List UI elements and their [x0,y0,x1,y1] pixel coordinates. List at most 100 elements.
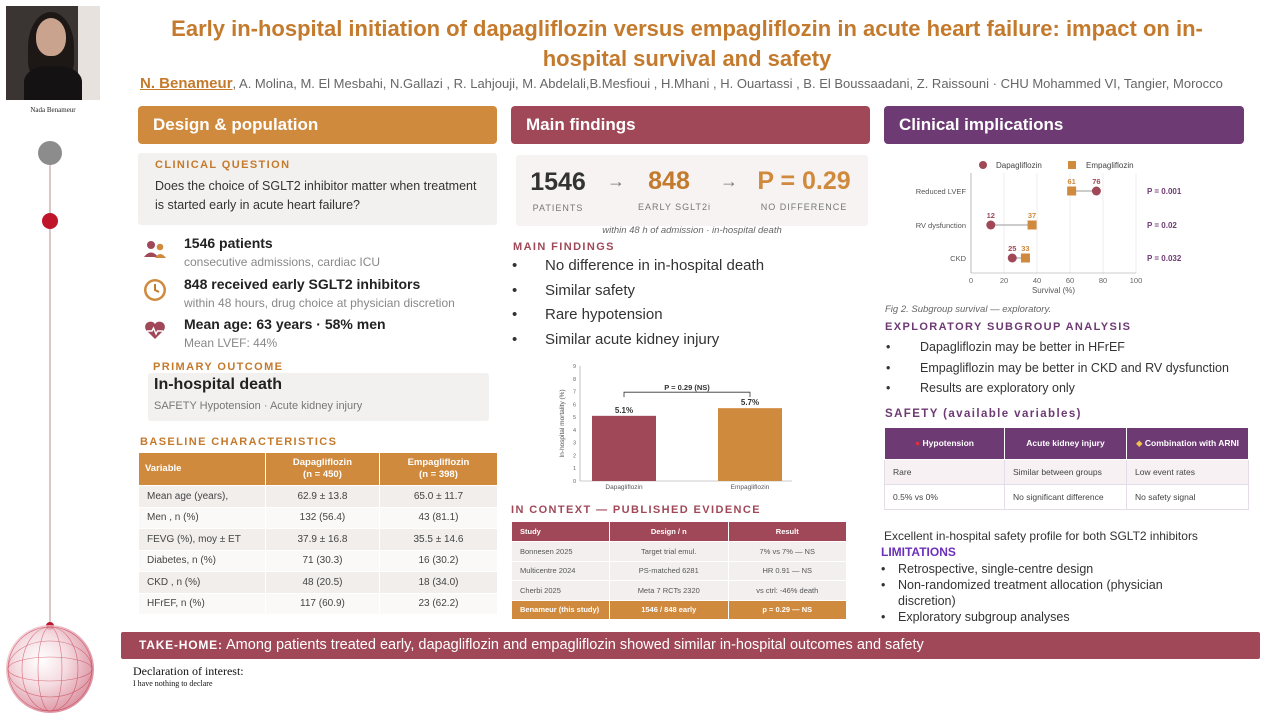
list-item: Empagliflozin may be better in CKD and R… [884,361,1229,382]
kpi-value: 1546 [530,168,586,196]
globe-logo [6,625,94,713]
kpi-label: PATIENTS [532,203,584,213]
table-row: Men , n (%) 132 (56.4) 43 (81.1) [138,506,499,529]
cell: vs ctrl: -46% death [727,580,847,601]
baseline-body: Mean age (years), 62.9 ± 13.8 65.0 ± 11.7 … [138,485,499,615]
x-axis-label: Survival (%) [1032,286,1075,295]
cell: 16 (30.2) [378,549,499,572]
subgroup-dot-plot: Dapagliflozin Empagliflozin Reduced LVEF 7… [916,161,1182,295]
x-tick-label: 80 [1099,276,1107,285]
cell: Multicentre 2024 [511,560,610,581]
safety-header-arni: ◆ Combination with ARNI [1126,427,1249,460]
cell: Rare [884,459,1005,485]
section-header-clinical: Clinical implications [884,106,1244,144]
stat-main: 1546 patients [184,235,273,251]
figure-caption: Fig 2. Subgroup survival — exploratory. [885,304,1052,315]
table-row: Multicentre 2024 PS-matched 6281 HR 0.91 —… [511,560,847,581]
y-axis-label: In-hospital mortality (%) [559,389,566,457]
marker-dapagliflozin [1091,186,1101,196]
cell: 71 (30.3) [265,549,380,572]
safety-header-aki: Acute kidney injury [1004,427,1127,460]
list-item: Results are exploratory only [884,381,1229,402]
primary-outcome-box: In-hospital death SAFETY Hypotension · A… [148,373,489,421]
cell: FEVG (%), moy ± ET [138,528,266,551]
x-tick-label: 20 [1000,276,1008,285]
header-n: (n = 398) [419,469,458,480]
cell: 62.9 ± 13.8 [265,485,380,508]
value-label-empagliflozin: 33 [1021,244,1029,253]
kpi-pvalue: P = 0.29 NO DIFFERENCE [752,167,856,212]
main-findings-label: MAIN FINDINGS [513,241,615,253]
value-label-dapagliflozin: 12 [987,211,995,220]
x-tick-label: Dapagliflozin [605,484,643,491]
chart-rows: Reduced LVEF 76 61 P = 0.001 RV dysfunction 1… [916,177,1182,263]
cell: 23 (62.2) [378,592,499,615]
value-label-empagliflozin: 61 [1067,177,1075,186]
kpi-label: EARLY SGLT2i [638,202,712,212]
cell: 43 (81.1) [378,506,499,529]
chart-grid [970,173,1137,273]
list-item: No difference in in-hospital death [511,255,764,280]
safety-label: SAFETY (available variables) [885,408,1082,420]
cell: 37.9 ± 16.8 [265,528,380,551]
stat-early-sglt2: 848 received early SGLT2 inhibitors with… [143,276,498,316]
list-item: Exploratory subgroup analyses [881,609,1211,625]
cell: 7% vs 7% — NS [727,541,847,562]
table-row: 0.5% vs 0% No significant difference No sa… [884,484,1249,510]
x-tick-label: Empagliflozin [731,484,770,491]
stat-sub: consecutive admissions, cardiac ICU [184,255,381,269]
context-body: Bonnesen 2025 Target trial emul. 7% vs 7% … [511,541,847,620]
header-drug: Dapagliflozin [292,457,353,468]
presenter-face [36,18,66,56]
value-label-dapagliflozin: 25 [1008,244,1016,253]
cell: HR 0.91 — NS [727,560,847,581]
clock-icon [144,279,166,301]
y-tick-label: 4 [573,428,576,434]
stat-main: Mean age: 63 years · 58% men [184,316,386,332]
context-label: IN CONTEXT — PUBLISHED EVIDENCE [511,504,761,516]
p-value-label: P = 0.02 [1147,221,1177,230]
exploratory-list: Dapagliflozin may be better in HFrEF Emp… [884,340,1229,402]
row-label: CKD [950,254,966,263]
primary-outcome-safety: SAFETY Hypotension · Acute kidney injury [154,400,363,412]
cell: No significant difference [1004,484,1127,510]
legend-label: Dapagliflozin [996,161,1042,170]
lead-author: N. Benameur [140,75,233,92]
y-tick-label: 6 [573,402,576,408]
y-tick-label: 8 [573,377,576,383]
list-item: Dapagliflozin may be better in HFrEF [884,340,1229,361]
clinical-question-box: CLINICAL QUESTION Does the choice of SGL… [138,153,497,225]
x-tick-label: 0 [969,276,973,285]
presenter-name: Nada Benameur [30,106,76,114]
value-label-dapagliflozin: 76 [1092,177,1100,186]
context-header-design: Design / n [609,521,729,542]
marker-dapagliflozin [1007,253,1017,263]
clinical-question-text: Does the choice of SGLT2 inhibitor matte… [155,179,477,212]
presenter-video [6,6,100,100]
y-tick-label: 7 [573,390,576,396]
marker-empagliflozin [1027,220,1037,230]
primary-outcome-title: In-hospital death [154,376,282,393]
timeline-dot-previous[interactable] [38,141,62,165]
x-tick-label: 100 [1130,276,1143,285]
cell: No safety signal [1126,484,1249,510]
x-tick-label: 40 [1033,276,1041,285]
safety-table: ● Hypotension Acute kidney injury ◆ Comb… [884,427,1249,510]
kpi-patients: 1546 PATIENTS [526,168,590,213]
stat-sub: Mean LVEF: 44% [184,336,278,350]
cell: Bonnesen 2025 [511,541,610,562]
marker-empagliflozin [1067,186,1077,196]
timeline-dot-current[interactable] [42,213,58,229]
cell: 35.5 ± 14.6 [378,528,499,551]
baseline-label: BASELINE CHARACTERISTICS [140,436,338,448]
cell: Meta 7 RCTs 2320 [609,580,729,601]
cell: Men , n (%) [138,506,266,529]
row-label: RV dysfunction [916,221,966,230]
main-findings-list: No difference in in-hospital death Simil… [511,255,764,353]
table-row: HFrEF, n (%) 117 (60.9) 23 (62.2) [138,592,499,615]
declaration-text: I have nothing to declare [133,679,213,688]
clinical-question-label: CLINICAL QUESTION [155,159,291,171]
p-value-label: P = 0.001 [1147,187,1182,196]
significance-bracket [623,391,751,398]
kpi-note: within 48 h of admission · in-hospital d… [602,225,782,236]
